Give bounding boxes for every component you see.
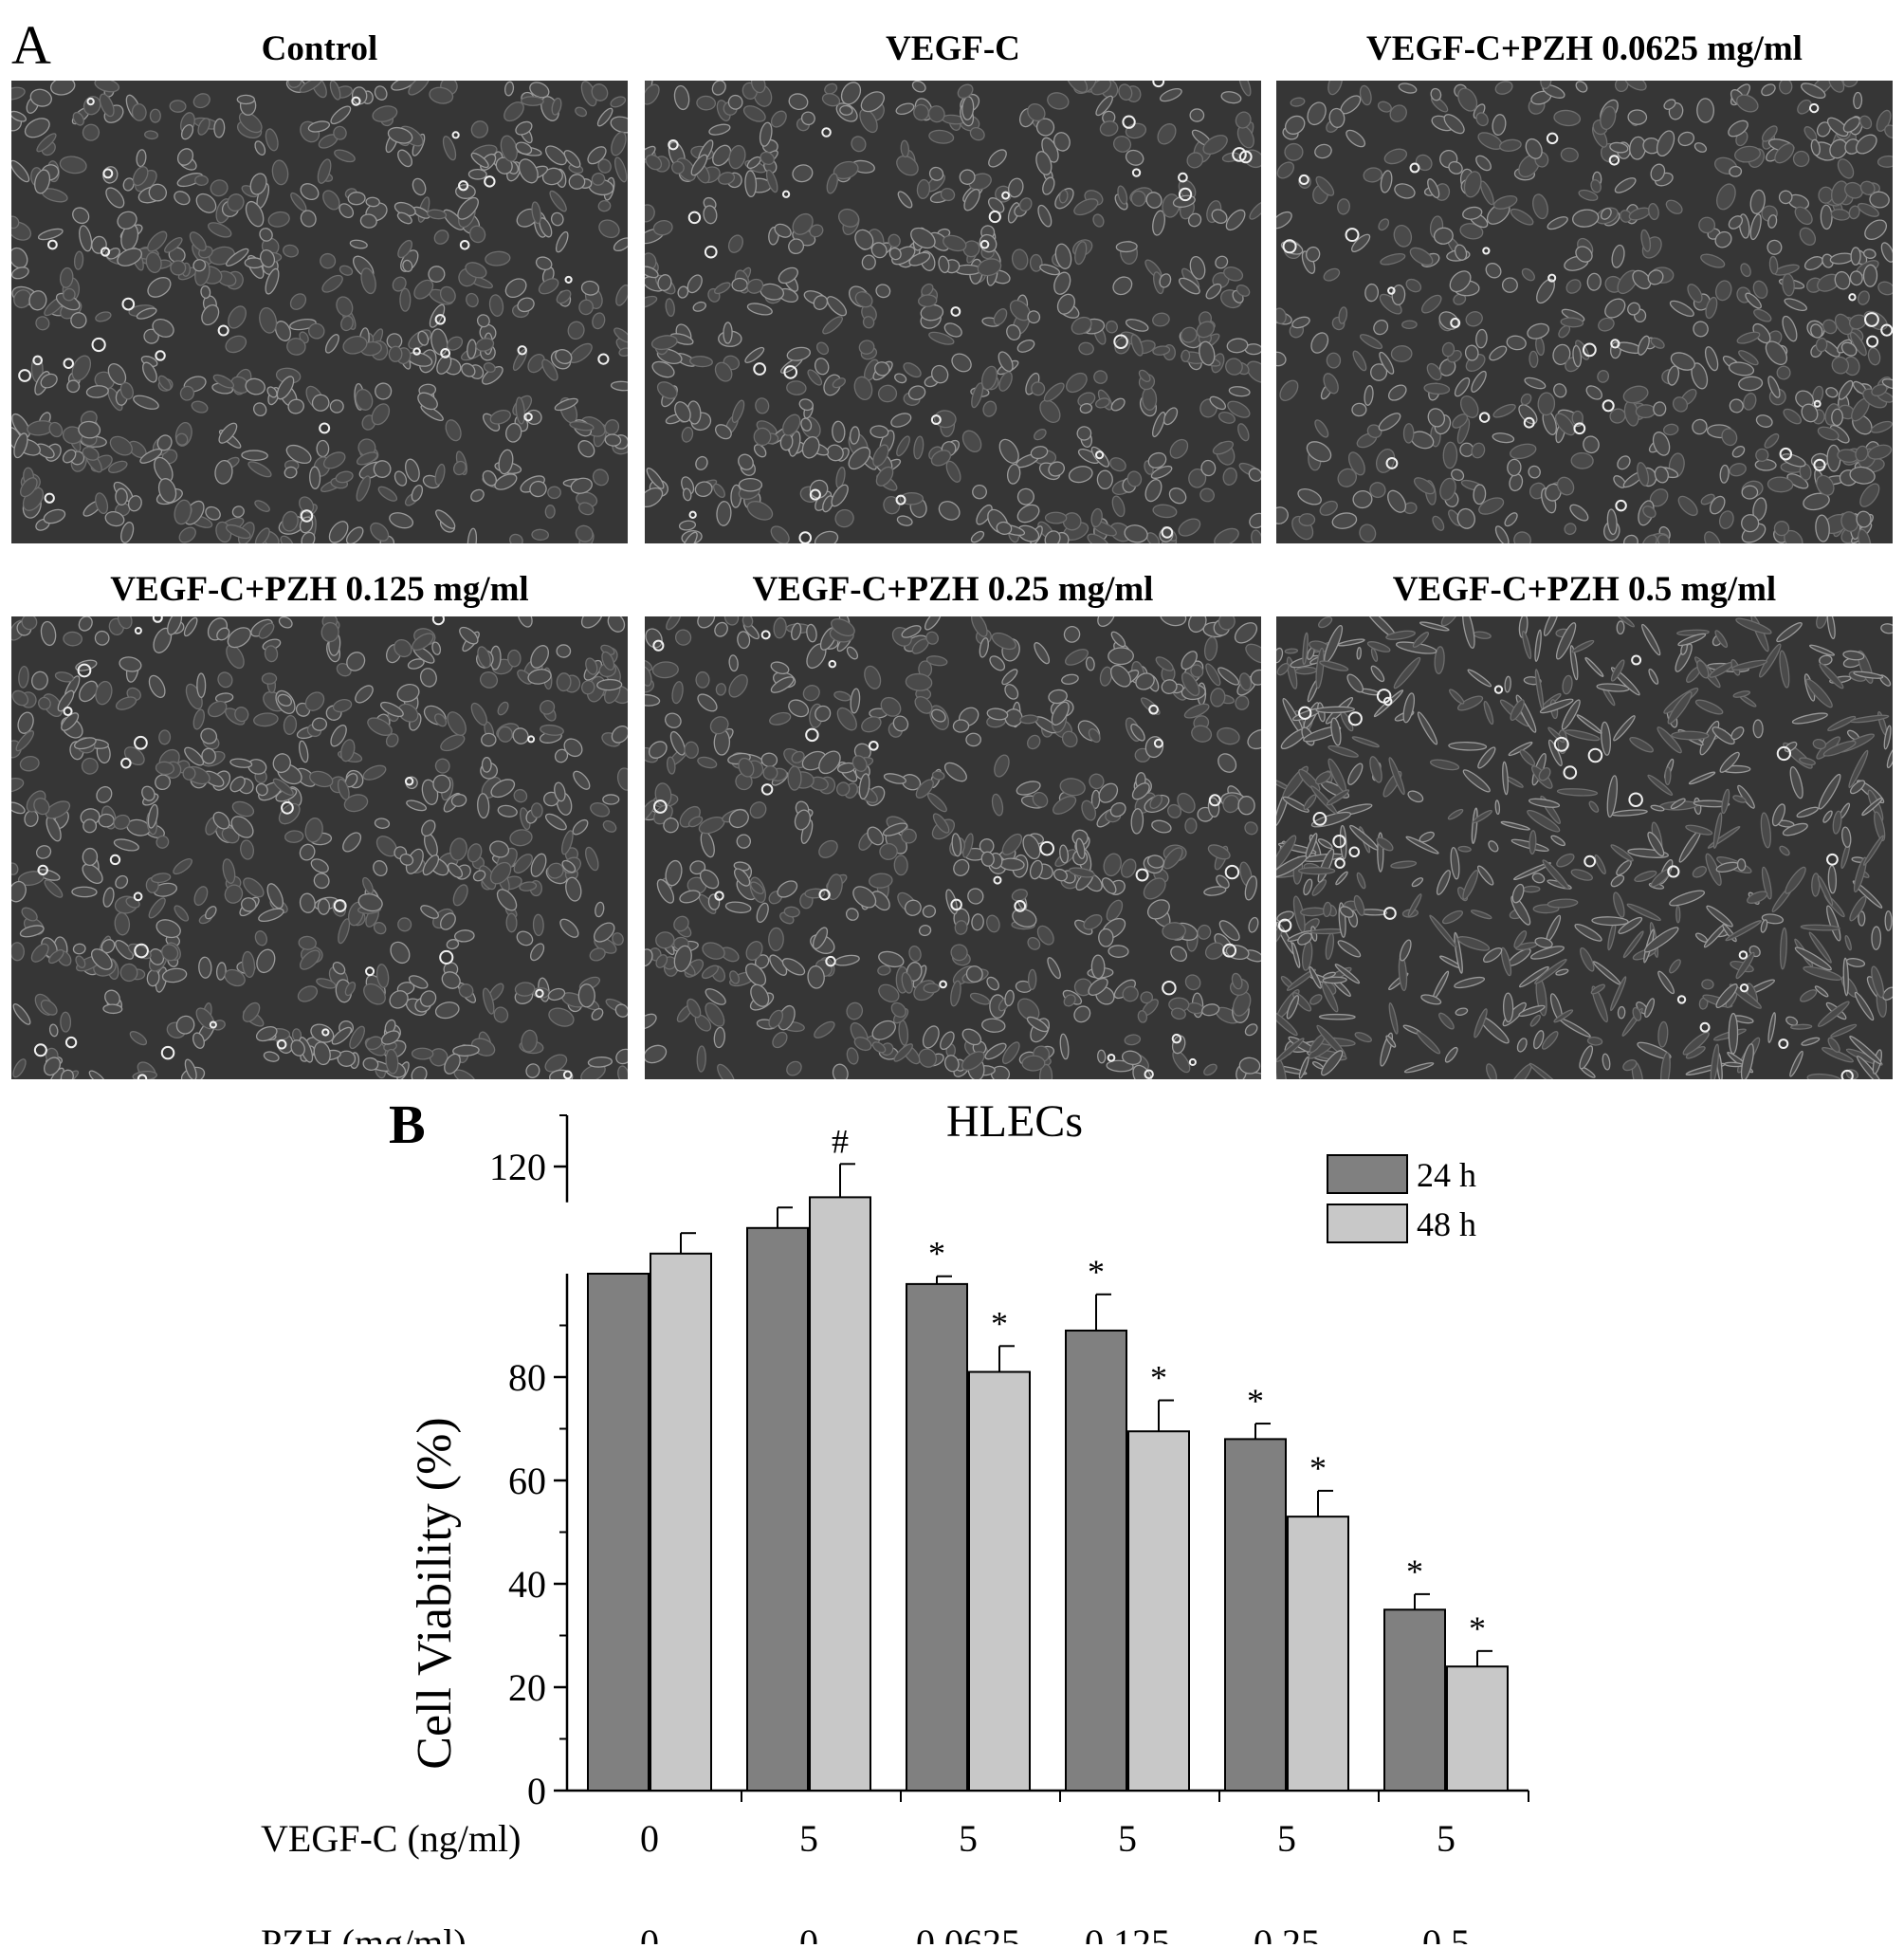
vegf-value-label: 5	[959, 1817, 978, 1860]
significance-marker: #	[832, 1122, 849, 1160]
significance-marker: *	[1406, 1553, 1423, 1590]
pzh-value-label: 0	[799, 1921, 818, 1944]
significance-marker: *	[1309, 1449, 1327, 1487]
cell-viability-chart: B HLECs Cell Viability (%) 020406080120 …	[261, 1093, 1529, 1944]
image-title-pzh-0.0625: VEGF-C+PZH 0.0625 mg/ml	[1366, 29, 1803, 68]
y-tick-label: 60	[508, 1460, 546, 1502]
vegf-value-label: 5	[1437, 1817, 1455, 1860]
bar-24h-0	[587, 1273, 650, 1792]
micrograph-pzh-0.125	[11, 616, 628, 1079]
bar-24h-1	[746, 1226, 809, 1792]
image-title-vegf-c: VEGF-C	[886, 29, 1020, 68]
vegf-value-label: 0	[640, 1817, 659, 1860]
y-tick-label: 40	[508, 1563, 546, 1606]
pzh-value-label: 0	[640, 1921, 659, 1944]
bar-48h-2	[968, 1370, 1031, 1792]
significance-marker: *	[1469, 1609, 1486, 1647]
micrograph-pzh-0.25	[645, 616, 1261, 1079]
panel-b-letter: B	[389, 1093, 426, 1155]
pzh-value-label: 0.5	[1422, 1921, 1470, 1944]
pzh-value-label: 0.0625	[916, 1921, 1020, 1944]
pzh-value-label: 0.125	[1085, 1921, 1170, 1944]
y-tick-label: 80	[508, 1356, 546, 1399]
significance-marker: *	[1150, 1359, 1167, 1397]
bar-48h-4	[1287, 1516, 1349, 1792]
bar-48h-3	[1127, 1430, 1190, 1792]
y-axis-label: Cell Viability (%)	[408, 1417, 462, 1769]
bar-24h-3	[1065, 1329, 1127, 1792]
bar-24h-5	[1383, 1608, 1446, 1792]
bar-24h-4	[1224, 1438, 1287, 1792]
micrograph-vegf-c	[645, 81, 1261, 543]
panel-a-letter: A	[11, 14, 51, 76]
y-tick-label: 20	[508, 1666, 546, 1709]
image-title-pzh-0.25: VEGF-C+PZH 0.25 mg/ml	[752, 570, 1154, 609]
vegf-value-label: 5	[799, 1817, 818, 1860]
y-tick-label: 120	[489, 1146, 546, 1188]
legend-swatch	[1327, 1204, 1408, 1243]
legend-swatch	[1327, 1154, 1408, 1194]
image-title-pzh-0.125: VEGF-C+PZH 0.125 mg/ml	[110, 570, 529, 609]
bar-48h-5	[1446, 1665, 1509, 1792]
micrograph-pzh-0.5	[1276, 616, 1893, 1079]
micrograph-pzh-0.0625	[1276, 81, 1893, 543]
vegf-row-label: VEGF-C (ng/ml)	[261, 1817, 521, 1860]
legend-label: 48 h	[1417, 1205, 1476, 1243]
image-title-control: Control	[261, 29, 378, 68]
significance-marker: *	[1088, 1253, 1105, 1291]
pzh-value-label: 0.25	[1254, 1921, 1320, 1944]
chart-title: HLECs	[946, 1096, 1083, 1147]
bar-48h-1	[809, 1196, 871, 1792]
vegf-value-label: 5	[1277, 1817, 1296, 1860]
bar-24h-2	[906, 1282, 968, 1792]
pzh-row-label: PZH (mg/ml)	[261, 1921, 467, 1944]
significance-marker: *	[928, 1235, 945, 1273]
legend-label: 24 h	[1417, 1156, 1476, 1194]
y-tick-label: 0	[527, 1770, 546, 1812]
significance-marker: *	[991, 1304, 1008, 1342]
image-title-pzh-0.5: VEGF-C+PZH 0.5 mg/ml	[1392, 570, 1777, 609]
significance-marker: *	[1247, 1382, 1264, 1420]
vegf-value-label: 5	[1118, 1817, 1137, 1860]
bar-48h-0	[650, 1252, 712, 1792]
micrograph-control	[11, 81, 628, 543]
